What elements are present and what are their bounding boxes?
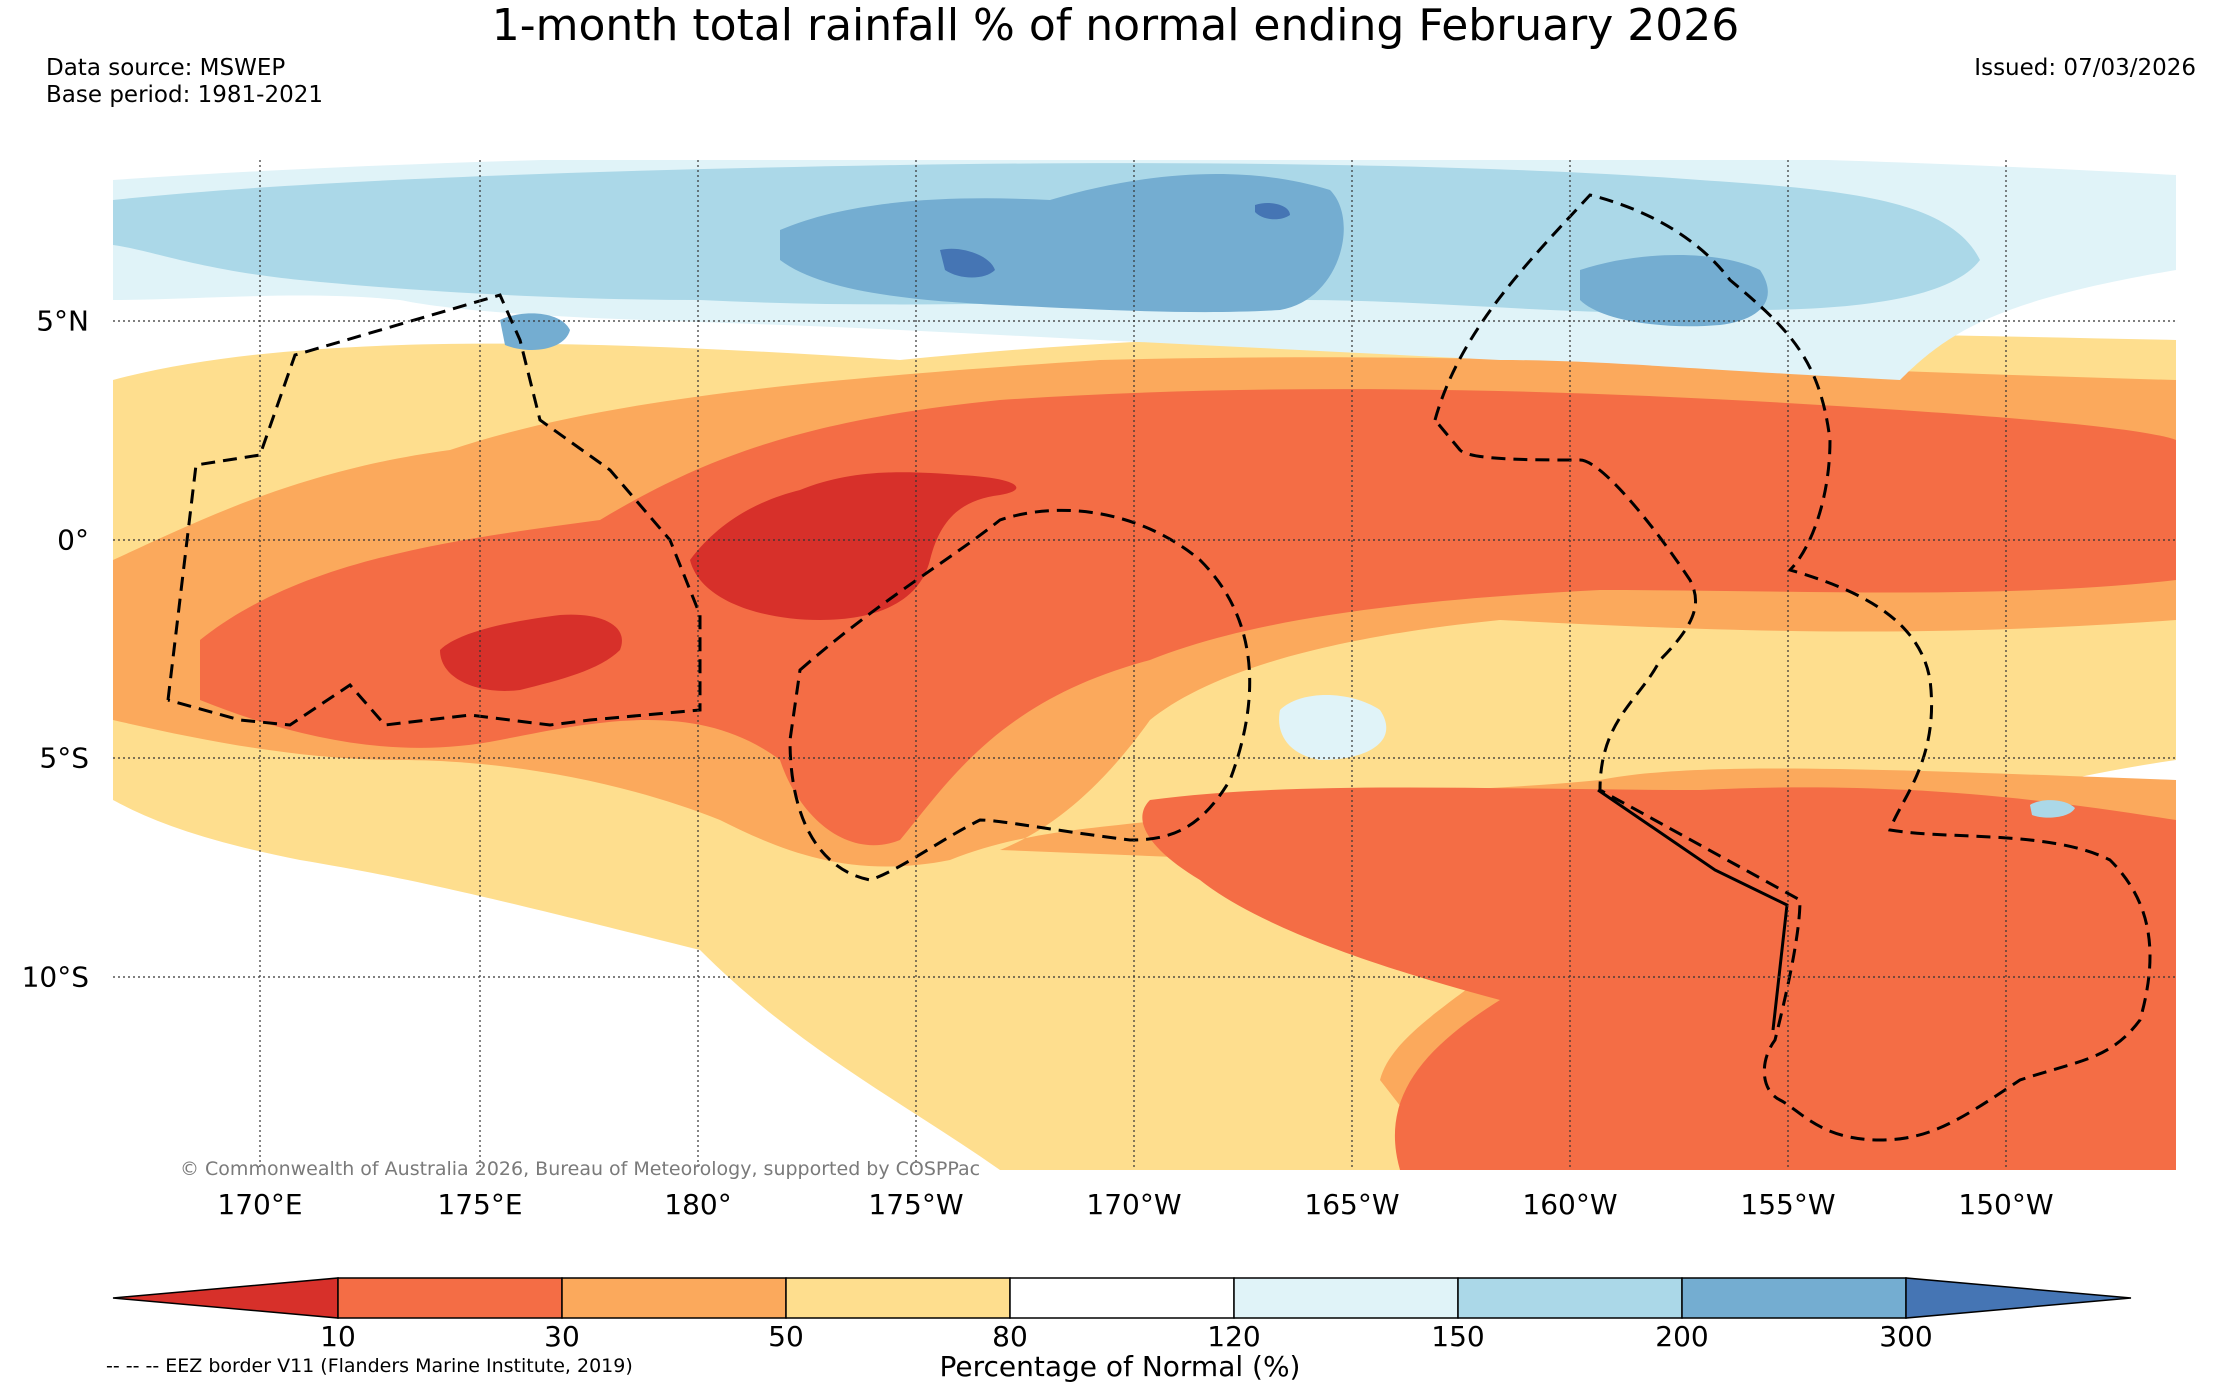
colorbar-tick-label: 300 bbox=[1879, 1320, 1933, 1353]
rain-band-10-30-north bbox=[200, 389, 2176, 846]
lon-label: 170°W bbox=[1086, 1188, 1182, 1221]
lon-label: 175°W bbox=[868, 1188, 964, 1221]
rain-patch-below-10-west bbox=[440, 614, 622, 691]
colorbar-segment-150-200 bbox=[1457, 1277, 1683, 1319]
map-plot-area bbox=[113, 160, 2176, 1170]
lon-label: 180° bbox=[664, 1188, 732, 1221]
base-period: Base period: 1981-2021 bbox=[46, 82, 324, 108]
colorbar-tick-label: 10 bbox=[320, 1320, 356, 1353]
rain-spot-wet-east bbox=[1279, 695, 1387, 760]
data-source: Data source: MSWEP bbox=[46, 55, 286, 81]
colorbar-tick-label: 30 bbox=[544, 1320, 580, 1353]
rain-band-10-30-south bbox=[1142, 787, 2176, 1170]
lat-label: 5°S bbox=[39, 741, 89, 775]
rain-patch-below-10-east bbox=[690, 472, 1017, 620]
maritime-boundary-solid bbox=[1597, 788, 1789, 1031]
colorbar-tick-label: 120 bbox=[1207, 1320, 1261, 1353]
lat-label: 5°N bbox=[36, 304, 89, 338]
colorbar-max-extend bbox=[1905, 1277, 2132, 1319]
lon-label: 175°E bbox=[437, 1188, 523, 1221]
graticule bbox=[113, 160, 2176, 1170]
eez-border-central bbox=[788, 508, 1252, 882]
colorbar-title: Percentage of Normal (%) bbox=[939, 1350, 1301, 1383]
colorbar-segment-200-300 bbox=[1681, 1277, 1907, 1319]
colorbar-tick-label: 50 bbox=[768, 1320, 804, 1353]
colorbar-segment-30-50 bbox=[561, 1277, 787, 1319]
lon-label: 150°W bbox=[1958, 1188, 2054, 1221]
map-title: 1-month total rainfall % of normal endin… bbox=[491, 0, 1740, 51]
colorbar-min-extend bbox=[112, 1277, 339, 1319]
colorbar bbox=[112, 1277, 2132, 1319]
colorbar-tick-label: 200 bbox=[1655, 1320, 1709, 1353]
eez-legend-note: -- -- -- EEZ border V11 (Flanders Marine… bbox=[106, 1355, 633, 1377]
rain-spot-wet-far-east bbox=[2030, 800, 2075, 818]
lon-label: 170°E bbox=[217, 1188, 303, 1221]
eez-border-north bbox=[1433, 193, 2152, 1142]
colorbar-segment-50-80 bbox=[785, 1277, 1011, 1319]
colorbar-segment-120-150 bbox=[1233, 1277, 1459, 1319]
lat-label: 0° bbox=[57, 523, 89, 557]
lon-label: 155°W bbox=[1740, 1188, 1836, 1221]
metadata-left: Data source: MSWEP Base period: 1981-202… bbox=[46, 55, 323, 109]
lon-label: 160°W bbox=[1522, 1188, 1618, 1221]
lat-label: 10°S bbox=[21, 960, 89, 994]
lon-label: 165°W bbox=[1304, 1188, 1400, 1221]
rain-band-above-300 bbox=[940, 203, 1290, 278]
colorbar-tick-label: 150 bbox=[1431, 1320, 1485, 1353]
issued-date: Issued: 07/03/2026 bbox=[1974, 55, 2196, 81]
copyright-notice: © Commonwealth of Australia 2026, Bureau… bbox=[180, 1158, 981, 1180]
colorbar-segment-80-120 bbox=[1009, 1277, 1235, 1319]
colorbar-segment-10-30 bbox=[337, 1277, 563, 1319]
colorbar-tick-label: 80 bbox=[992, 1320, 1028, 1353]
eez-border-west bbox=[166, 293, 702, 727]
